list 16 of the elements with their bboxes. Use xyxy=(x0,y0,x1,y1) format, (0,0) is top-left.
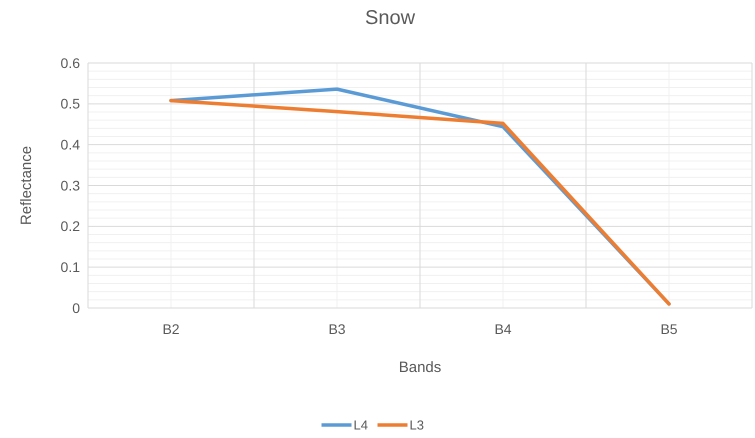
legend-label: L3 xyxy=(410,418,424,433)
y-tick-label: 0.6 xyxy=(60,54,80,71)
y-tick-label: 0.5 xyxy=(60,96,80,112)
y-tick-label: 0.2 xyxy=(60,218,80,234)
x-axis-title: Bands xyxy=(398,359,442,376)
y-tick-label: 0.1 xyxy=(60,259,80,276)
legend-label: L4 xyxy=(354,418,368,433)
y-tick-label: 0.4 xyxy=(60,136,80,153)
y-axis-title: Reflectance xyxy=(18,146,35,226)
y-tick-label: 0.3 xyxy=(60,177,80,194)
x-tick-label: B4 xyxy=(494,321,512,337)
x-tick-label: B2 xyxy=(162,321,180,337)
y-tick-label: 0 xyxy=(72,300,80,316)
chart-title: Snow xyxy=(364,7,416,29)
x-tick-label: B3 xyxy=(328,321,346,337)
x-tick-label: B5 xyxy=(660,321,678,337)
